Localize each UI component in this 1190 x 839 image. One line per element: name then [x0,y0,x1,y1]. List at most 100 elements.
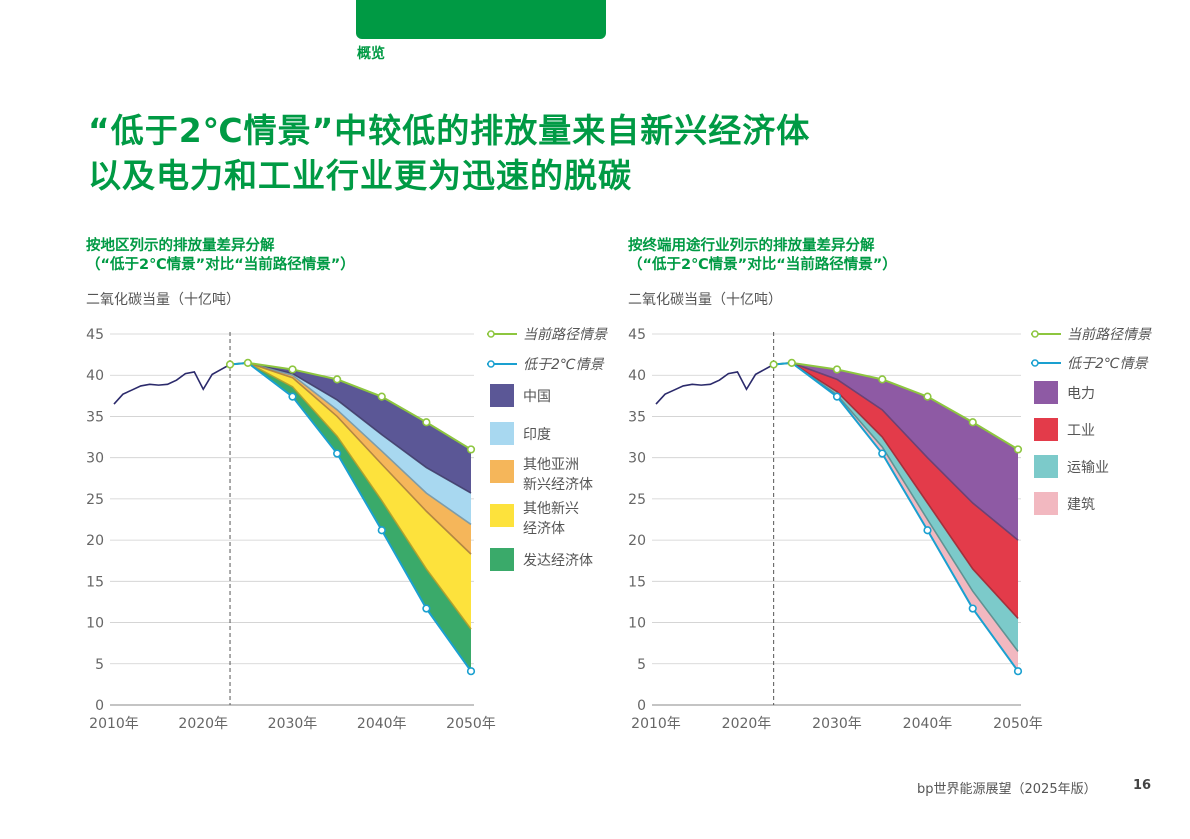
right-below2-marker [832,392,842,401]
right-current-path-marker [787,358,796,367]
left-current-path-marker [377,392,386,401]
left-legend-india-label: 印度 [523,427,551,443]
right-area-power [773,362,1018,541]
page-number: 16 [1133,778,1152,793]
left-area-china [230,362,471,494]
left-current-path-marker [333,375,342,384]
left-current-path-marker [225,360,235,369]
right-y-tick-label: 20 [628,533,646,549]
left-history-line [113,363,231,405]
left-y-tick-label: 30 [86,451,104,467]
left-legend-other_asia-swatch [490,460,514,483]
right-history-line [655,363,775,405]
right-current-path-marker [832,365,842,374]
right-x-tick-label: 2050年 [993,716,1043,732]
left-legend-developed-label: 发达经济体 [523,553,593,569]
right-y-tick-label: 40 [628,368,646,384]
left-below2-marker [333,449,342,458]
right-current-path-marker [769,360,778,369]
left-current-path-marker [288,365,297,374]
chart-right-title: 按终端用途行业列示的排放量差异分解 （“低于2℃情景”对比“当前路径情景”） [628,237,897,275]
left-current-path-marker [466,445,476,454]
left-legend-other_emerging-swatch [490,504,514,527]
section-tab [356,0,606,39]
left-y-tick-label: 15 [86,574,104,590]
left-legend-china-swatch [490,384,514,407]
chart-right-unit-label: 二氧化碳当量（十亿吨） [628,292,782,308]
right-below2-marker [878,449,887,458]
left-x-tick-label: 2050年 [446,716,496,732]
left-x-tick-label: 2040年 [357,716,407,732]
right-x-tick-label: 2020年 [722,716,772,732]
right-legend-current-path-label: 当前路径情景 [1067,327,1152,343]
right-x-tick-label: 2030年 [812,716,862,732]
page-headline: “低于2℃情景”中较低的排放量来自新兴经济体 以及电力和工业行业更为迅速的脱碳 [88,108,810,198]
headline-line-2: 以及电力和工业行业更为迅速的脱碳 [88,156,632,195]
footer-publication: bp世界能源展望（2025年版） [917,782,1097,797]
left-x-tick-label: 2030年 [268,716,318,732]
chart-left-title-line-2: （“低于2℃情景”对比“当前路径情景”） [86,257,355,273]
left-legend-developed-swatch [490,548,514,571]
right-legend-industry-swatch [1034,418,1058,441]
right-x-tick-label: 2040年 [903,716,953,732]
right-below2-marker [968,604,977,613]
right-legend-industry-label: 工业 [1067,423,1095,439]
left-below2-marker [466,667,476,676]
right-current-path-marker [1013,445,1023,454]
left-y-tick-label: 25 [86,492,104,508]
right-x-tick-label: 2010年 [631,716,681,732]
right-y-tick-label: 45 [628,327,646,343]
left-below2-marker [288,392,297,401]
right-current-path-marker [878,375,887,384]
right-legend-buildings-swatch [1034,492,1058,515]
left-legend-other_emerging-label: 其他新兴 [523,501,579,517]
headline-line-1: “低于2℃情景”中较低的排放量来自新兴经济体 [88,111,811,150]
right-legend-below2-swatch-marker [1031,359,1039,367]
left-y-tick-label: 5 [95,657,104,673]
left-x-tick-label: 2010年 [89,716,139,732]
chart-left-unit-label: 二氧化碳当量（十亿吨） [86,292,240,308]
left-legend-below2-swatch-marker [487,360,495,368]
left-y-tick-label: 0 [95,698,104,714]
right-y-tick-label: 25 [628,492,646,508]
left-current-path-marker [243,358,252,367]
left-y-tick-label: 35 [86,409,104,425]
right-y-tick-label: 0 [637,698,646,714]
right-below2-marker [1013,667,1023,676]
right-legend-power-swatch [1034,381,1058,404]
left-current-path-marker [422,418,431,427]
right-y-tick-label: 5 [637,657,646,673]
left-y-tick-label: 20 [86,533,104,549]
right-legend-transport-label: 运输业 [1067,460,1109,476]
right-legend-buildings-label: 建筑 [1067,497,1095,513]
right-legend-current-path-swatch-marker [1031,330,1039,338]
right-legend-power-label: 电力 [1067,386,1095,402]
right-below2-marker [923,526,932,535]
left-legend-india-swatch [490,422,514,445]
left-legend-current-path-swatch-marker [487,330,495,338]
right-current-path-marker [968,418,977,427]
left-below2-marker [422,604,431,613]
left-below2-marker [377,526,386,535]
left-legend-other_emerging-label: 经济体 [523,521,565,537]
chart-right-title-line-2: （“低于2℃情景”对比“当前路径情景”） [628,257,897,273]
right-y-tick-label: 30 [628,451,646,467]
left-y-tick-label: 10 [86,616,104,632]
left-legend-china-label: 中国 [523,389,551,405]
chart-left-title: 按地区列示的排放量差异分解 （“低于2℃情景”对比“当前路径情景”） [86,237,355,275]
right-legend-transport-swatch [1034,455,1058,478]
right-y-tick-label: 35 [628,409,646,425]
left-legend-other_asia-label: 新兴经济体 [523,477,593,493]
chart-left-title-line-1: 按地区列示的排放量差异分解 [86,238,275,254]
right-y-tick-label: 10 [628,616,646,632]
section-label: 概览 [357,46,385,62]
right-current-path-marker [923,392,932,401]
left-x-tick-label: 2020年 [178,716,228,732]
left-legend-other_asia-label: 其他亚洲 [523,457,579,473]
left-y-tick-label: 45 [86,327,104,343]
chart-right-title-line-1: 按终端用途行业列示的排放量差异分解 [628,238,875,254]
left-legend-below2-label: 低于2℃情景 [523,357,605,373]
right-y-tick-label: 15 [628,574,646,590]
